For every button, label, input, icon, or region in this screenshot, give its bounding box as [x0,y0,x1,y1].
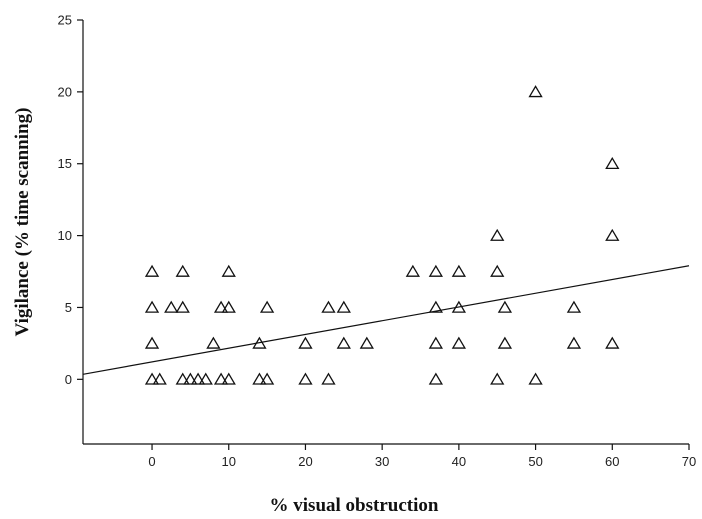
regression-line-group [82,265,690,375]
x-tick-label: 70 [682,454,696,469]
data-point-triangle [175,264,190,277]
data-point-triangle [528,85,543,98]
data-point-triangle [566,300,582,313]
regression-line [82,265,690,375]
data-point-triangle [259,372,275,385]
x-tick-label: 20 [298,454,312,469]
data-point-triangle [164,300,179,313]
data-point-triangle [190,372,206,385]
data-point-triangle [528,372,543,385]
data-point-triangle [566,336,582,349]
data-point-triangle [497,300,513,313]
data-point-triangle [175,372,190,385]
y-tick-label: 25 [58,13,72,28]
y-tick-label: 15 [58,156,72,171]
y-tick-label: 10 [58,228,72,243]
data-point-triangle [213,372,229,385]
y-ticks: 0 5 10 15 20 25 [58,13,83,387]
data-point-triangle [298,336,313,349]
data-point-triangle [152,372,167,385]
data-point-triangle [321,372,336,385]
data-point-triangle [490,372,505,385]
x-tick-label: 60 [605,454,619,469]
data-point-triangle [428,300,443,313]
data-point-triangle [451,336,467,349]
data-point-triangle [183,372,198,385]
data-point-triangle [221,372,236,385]
data-point-triangle [497,336,513,349]
x-tick-label: 0 [148,454,155,469]
data-point-triangle [175,300,190,313]
data-point-triangle [605,156,620,170]
data-point-triangle [359,336,374,349]
data-point-triangle [198,372,213,385]
data-point-triangle [490,264,505,277]
data-points [144,85,620,385]
data-point-triangle [336,300,351,313]
data-point-triangle [206,336,221,349]
x-tick-label: 50 [528,454,542,469]
data-point-triangle [405,264,420,277]
data-point-triangle [221,300,236,313]
data-point-triangle [259,300,275,313]
data-point-triangle [213,300,229,313]
data-point-triangle [490,228,505,241]
x-tick-label: 10 [222,454,236,469]
x-tick-label: 40 [452,454,466,469]
data-point-triangle [252,336,267,349]
y-tick-label: 20 [58,84,72,99]
data-point-triangle [144,300,160,313]
x-tick-label: 30 [375,454,389,469]
data-point-triangle [321,300,336,313]
data-point-triangle [298,372,313,385]
x-ticks: 0 10 20 30 40 50 60 70 [148,444,696,469]
data-point-triangle [428,372,443,385]
data-point-triangle [252,372,267,385]
data-point-triangle [144,264,160,277]
y-tick-label: 5 [65,300,72,315]
data-point-triangle [144,336,160,349]
data-point-triangle [605,336,620,349]
y-axis-title: Vigilance (% time scanning) [12,108,33,337]
data-point-triangle [451,300,467,313]
data-point-triangle [144,372,160,385]
data-point-triangle [605,228,620,241]
data-point-triangle [336,336,351,349]
data-point-triangle [428,264,443,277]
axes [82,20,689,445]
data-point-triangle [428,336,443,349]
x-axis-title: % visual obstruction [270,495,439,516]
data-point-triangle [221,264,236,277]
y-tick-label: 0 [65,372,72,387]
data-point-triangle [451,264,467,277]
